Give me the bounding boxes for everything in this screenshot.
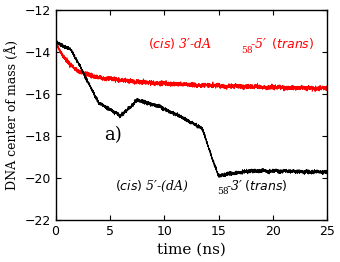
X-axis label: time (ns): time (ns) — [157, 243, 226, 257]
Text: $(cis)$ 5′-(dA): $(cis)$ 5′-(dA) — [115, 179, 189, 194]
Text: 58: 58 — [217, 187, 229, 196]
Text: 58: 58 — [242, 46, 253, 55]
Text: a): a) — [104, 126, 122, 144]
Text: -3′ $(trans)$: -3′ $(trans)$ — [226, 178, 288, 193]
Text: -5′  $(trans)$: -5′ $(trans)$ — [250, 36, 314, 51]
Text: $(cis)$ 3′-dA: $(cis)$ 3′-dA — [148, 36, 212, 51]
Y-axis label: DNA center of mass (Å): DNA center of mass (Å) — [5, 40, 19, 190]
